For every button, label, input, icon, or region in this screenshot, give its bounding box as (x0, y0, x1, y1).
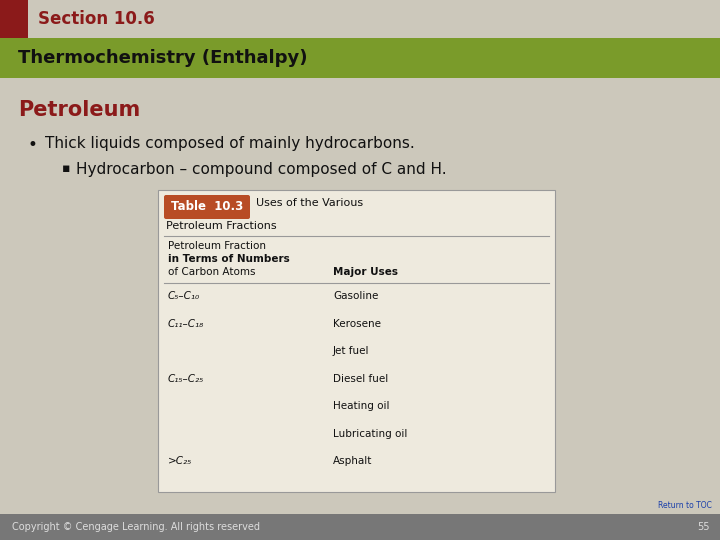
Text: Uses of the Various: Uses of the Various (256, 198, 363, 208)
Text: Thermochemistry (Enthalpy): Thermochemistry (Enthalpy) (18, 49, 307, 67)
Text: of Carbon Atoms: of Carbon Atoms (168, 267, 256, 277)
Text: Copyright © Cengage Learning. All rights reserved: Copyright © Cengage Learning. All rights… (12, 522, 260, 532)
Text: Thick liquids composed of mainly hydrocarbons.: Thick liquids composed of mainly hydroca… (45, 136, 415, 151)
Text: Kerosene: Kerosene (333, 319, 381, 328)
Bar (0, 514, 720, 540)
Text: C₁₁–C₁₈: C₁₁–C₁₈ (168, 319, 204, 328)
Text: Section 10.6: Section 10.6 (38, 10, 155, 28)
Text: Lubricating oil: Lubricating oil (333, 429, 408, 439)
Text: Petroleum Fraction: Petroleum Fraction (168, 241, 266, 251)
Text: Heating oil: Heating oil (333, 401, 390, 411)
Text: Table  10.3: Table 10.3 (171, 200, 243, 213)
Text: Hydrocarbon – compound composed of C and H.: Hydrocarbon – compound composed of C and… (76, 162, 446, 177)
Text: Petroleum: Petroleum (18, 100, 140, 120)
Bar (0, 0, 28, 38)
Text: C₅–C₁₀: C₅–C₁₀ (168, 291, 200, 301)
Text: •: • (28, 136, 38, 154)
Text: Gasoline: Gasoline (333, 291, 379, 301)
Text: ▪: ▪ (62, 162, 71, 175)
Text: Petroleum Fractions: Petroleum Fractions (166, 221, 276, 231)
Text: Major Uses: Major Uses (333, 267, 398, 277)
Text: in Terms of Numbers: in Terms of Numbers (168, 254, 289, 264)
Bar (0, 38, 720, 78)
Text: >C₂₅: >C₂₅ (168, 456, 192, 467)
Text: Return to TOC: Return to TOC (658, 501, 712, 510)
FancyBboxPatch shape (164, 195, 250, 219)
Text: Jet fuel: Jet fuel (333, 346, 369, 356)
Text: Diesel fuel: Diesel fuel (333, 374, 388, 384)
Text: 55: 55 (698, 522, 710, 532)
Bar (158, 190, 555, 492)
Text: Asphalt: Asphalt (333, 456, 372, 467)
Text: C₁₅–C₂₅: C₁₅–C₂₅ (168, 374, 204, 384)
